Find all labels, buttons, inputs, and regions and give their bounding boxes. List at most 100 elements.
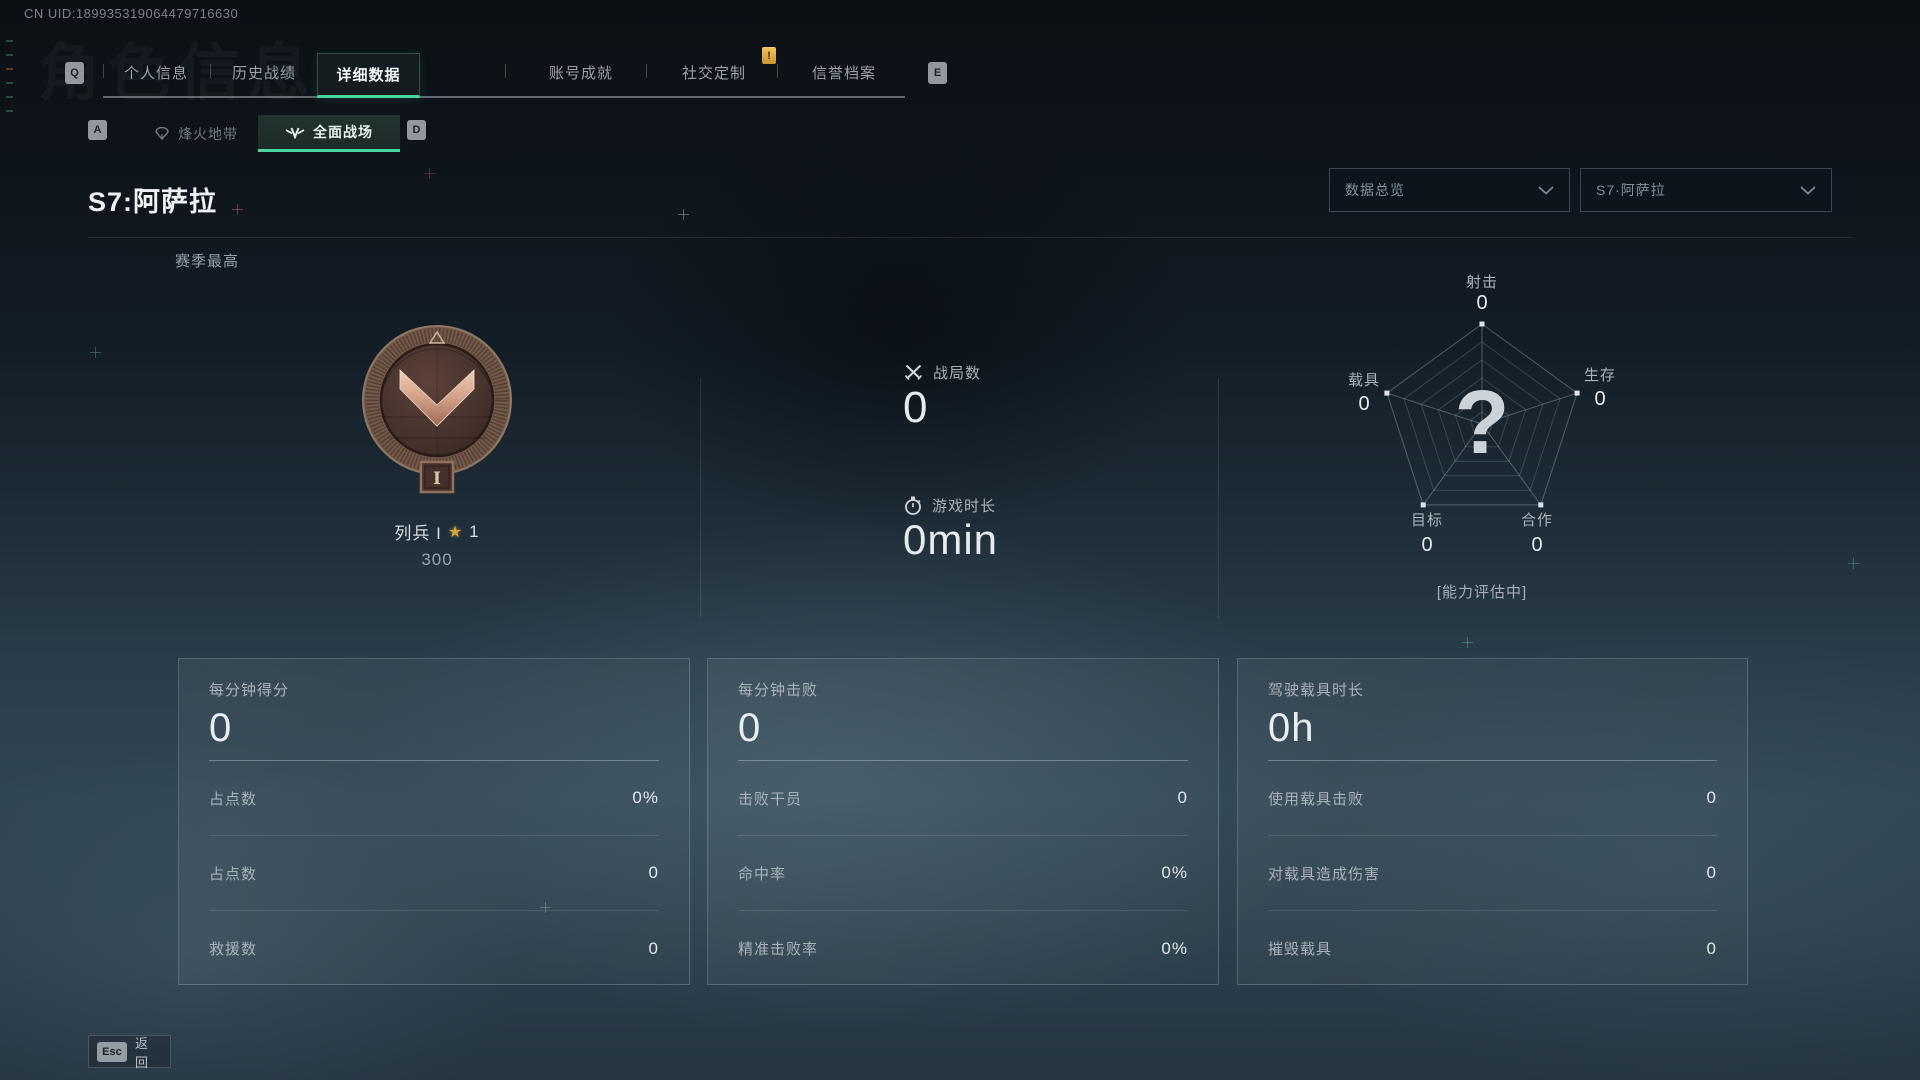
playtime-stat-label: 游戏时长 (903, 495, 996, 516)
card-big-value: 0h (1268, 706, 1315, 750)
row-value: 0% (1161, 863, 1188, 882)
back-button[interactable]: Esc 返回 (88, 1035, 171, 1070)
radar-value-survival: 0 (1594, 388, 1606, 410)
card-divider (209, 760, 659, 761)
stat-label: 游戏时长 (932, 498, 997, 515)
dropdown-value: 数据总览 (1345, 182, 1405, 198)
card-divider (1268, 760, 1717, 761)
rank-medal: I (362, 325, 512, 494)
row-label: 命中率 (738, 865, 787, 883)
row-label: 占点数 (209, 790, 258, 808)
vehicle-time-card: 驾驶载具时长 0h 使用载具击败 0 对载具造成伤害 0 摧毁载具 0 (1237, 658, 1748, 985)
subtab-label: 全面战场 (313, 124, 373, 140)
card-row: 精准击败率 0% (738, 911, 1188, 986)
subtab-label: 烽火地带 (178, 125, 238, 142)
card-title: 每分钟击败 (738, 682, 819, 699)
svg-text:I: I (433, 469, 441, 489)
battles-stat-value: 0 (903, 383, 929, 432)
radar-value-shooting: 0 (1476, 292, 1488, 314)
card-row: 击败干员 0 (738, 761, 1188, 836)
season-dropdown[interactable]: S7·阿萨拉 (1580, 168, 1832, 212)
battles-stat-label: 战局数 (903, 362, 981, 383)
back-label: 返回 (134, 1035, 149, 1070)
key-hint-q: Q (65, 62, 84, 84)
data-overview-dropdown[interactable]: 数据总览 (1329, 168, 1570, 212)
dropdown-value: S7·阿萨拉 (1596, 182, 1666, 198)
card-big-value: 0 (738, 706, 762, 750)
tab-separator (210, 64, 211, 78)
tab-separator (646, 64, 647, 78)
tab-bar-underline (103, 96, 905, 98)
radar-axis-survival: 生存 (1583, 367, 1616, 384)
chevron-down-icon (1538, 185, 1554, 195)
notification-badge: ! (762, 47, 776, 64)
key-hint-e: E (928, 62, 947, 84)
card-row: 救援数 0 (209, 911, 659, 986)
season-best-label: 赛季最高 (175, 253, 240, 270)
stat-label: 战局数 (933, 365, 982, 382)
card-row: 使用载具击败 0 (1268, 761, 1717, 836)
tab-separator (777, 64, 778, 78)
row-value: 0% (632, 788, 659, 807)
defeats-per-minute-card: 每分钟击败 0 击败干员 0 命中率 0% 精准击败率 0% (707, 658, 1219, 985)
page-title: S7:阿萨拉 (88, 187, 218, 217)
content-divider (88, 237, 1852, 238)
time-icon (905, 496, 921, 515)
radar-axis-shooting: 射击 (1465, 274, 1498, 291)
card-row: 占点数 0% (209, 761, 659, 836)
tab-social[interactable]: 社交定制 (681, 65, 747, 82)
row-value: 0 (648, 938, 659, 958)
row-value: 0 (1177, 788, 1188, 807)
battles-icon (904, 364, 923, 381)
section-divider (1218, 378, 1219, 618)
uid-text: CN UID:189935319064479716630 (24, 6, 239, 21)
score-per-minute-card: 每分钟得分 0 占点数 0% 占点数 0 救援数 0 (178, 658, 690, 985)
radar-unknown-mark: ? (1454, 373, 1510, 473)
card-title: 每分钟得分 (209, 682, 290, 699)
tab-personal-info[interactable]: 个人信息 (123, 65, 189, 82)
row-value: 0 (648, 863, 659, 882)
key-hint-a: A (88, 120, 107, 140)
tab-reputation[interactable]: 信誉档案 (811, 65, 877, 82)
card-row: 对载具造成伤害 0 (1268, 836, 1717, 911)
rank-name: 列兵 I ★ 1 (337, 519, 537, 544)
row-value: 0 (1706, 938, 1717, 958)
row-value: 0 (1706, 863, 1717, 882)
subtab-full-battlefield[interactable]: 全面战场 (258, 115, 400, 152)
radar-axis-vehicle: 载具 (1347, 372, 1380, 389)
row-label: 救援数 (209, 941, 258, 958)
row-label: 击败干员 (738, 790, 803, 808)
row-value: 0 (1706, 788, 1717, 807)
row-label: 占点数 (209, 865, 258, 883)
tab-history[interactable]: 历史战绩 (231, 65, 297, 82)
star-icon: ★ (447, 523, 464, 541)
row-label: 使用载具击败 (1268, 790, 1365, 808)
rank-star-count: 1 (469, 521, 480, 541)
row-label: 精准击败率 (738, 941, 819, 958)
card-title: 驾驶载具时长 (1268, 682, 1365, 699)
playtime-stat-value: 0min (903, 516, 999, 563)
card-row: 命中率 0% (738, 836, 1188, 911)
card-divider (738, 760, 1188, 761)
key-hint-d: D (407, 120, 426, 140)
subtab-fire-zone[interactable]: 烽火地带 (140, 115, 252, 152)
card-big-value: 0 (209, 706, 233, 750)
radar-value-objective: 0 (1421, 534, 1433, 556)
radar-value-vehicle: 0 (1358, 393, 1370, 415)
tab-achievements[interactable]: 账号成就 (548, 65, 614, 82)
card-row: 摧毁载具 0 (1268, 911, 1717, 986)
tab-separator (505, 64, 506, 78)
card-row: 占点数 0 (209, 836, 659, 911)
fire-zone-icon (155, 126, 169, 140)
radar-value-coop: 0 (1531, 534, 1543, 556)
tab-separator (103, 64, 104, 78)
rank-score: 300 (421, 550, 453, 569)
section-divider (700, 378, 701, 618)
rank-title: 列兵 I (394, 524, 442, 543)
tab-detailed-data[interactable]: 详细数据 (317, 53, 420, 98)
row-label: 对载具造成伤害 (1268, 865, 1381, 883)
esc-keycap: Esc (97, 1041, 127, 1062)
row-value: 0% (1161, 938, 1188, 958)
row-label: 摧毁载具 (1268, 941, 1333, 958)
ability-radar-chart (1384, 321, 1580, 508)
